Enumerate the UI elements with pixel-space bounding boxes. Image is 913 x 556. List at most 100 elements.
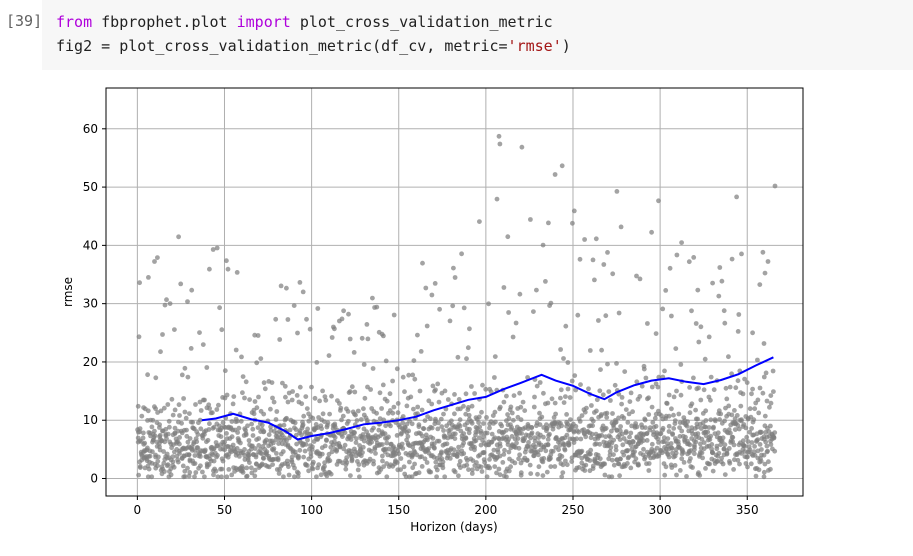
scatter-point <box>329 393 334 399</box>
scatter-point <box>601 262 607 267</box>
scatter-point <box>528 435 534 441</box>
scatter-point <box>348 437 354 442</box>
scatter-point <box>217 305 223 311</box>
scatter-point <box>666 413 672 419</box>
scatter-point <box>626 454 632 460</box>
scatter-point <box>695 287 701 293</box>
scatter-point <box>250 433 256 438</box>
scatter-point <box>245 423 250 429</box>
scatter-point <box>377 390 383 396</box>
scatter-point <box>411 358 417 363</box>
scatter-point <box>276 471 282 476</box>
scatter-point <box>319 451 325 457</box>
scatter-point <box>514 440 519 446</box>
scatter-point <box>634 424 640 430</box>
scatter-point <box>252 399 258 404</box>
scatter-point <box>182 409 188 415</box>
scatter-point <box>469 384 474 389</box>
scatter-point <box>583 462 589 468</box>
scatter-point <box>355 467 361 473</box>
scatter-point <box>373 451 378 456</box>
scatter-point <box>588 447 594 453</box>
scatter-point <box>167 424 172 430</box>
scatter-point <box>590 257 596 263</box>
scatter-point <box>499 423 505 429</box>
plot-frame <box>105 87 804 497</box>
scatter-point <box>430 383 436 389</box>
y-tick-label: 10 <box>83 413 98 427</box>
scatter-point <box>598 413 604 419</box>
scatter-point <box>161 460 167 466</box>
scatter-point <box>679 456 685 462</box>
scatter-point <box>654 445 660 451</box>
scatter-point <box>502 447 507 453</box>
scatter-point <box>412 461 417 467</box>
scatter-point <box>478 430 484 436</box>
scatter-point <box>394 460 400 465</box>
scatter-point <box>702 356 708 362</box>
scatter-point <box>211 472 216 478</box>
scatter-point <box>695 431 701 436</box>
scatter-point <box>625 461 630 466</box>
scatter-point <box>470 458 476 463</box>
scatter-point <box>473 432 478 438</box>
scatter-point <box>705 429 711 435</box>
scatter-point <box>662 368 667 374</box>
scatter-point <box>215 474 221 480</box>
scatter-point <box>679 240 684 246</box>
scatter-point <box>447 456 453 461</box>
scatter-point <box>752 406 758 412</box>
scatter-point <box>176 402 182 408</box>
scatter-point <box>238 440 243 446</box>
scatter-point <box>185 374 191 380</box>
scatter-point <box>476 414 482 420</box>
scatter-point <box>435 381 441 387</box>
scatter-point <box>608 398 613 403</box>
cell-output: 0 50 100 150 200 250 300 350 0 10 20 30 40 50 60 Horiz… <box>42 70 913 552</box>
scatter-point <box>210 410 215 416</box>
scatter-point <box>197 417 203 423</box>
code-editor[interactable]: from fbprophet.plot import plot_cross_va… <box>42 0 913 70</box>
scatter-point <box>452 392 457 397</box>
scatter-point <box>608 434 613 440</box>
scatter-point <box>673 450 679 456</box>
scatter-point <box>391 312 397 318</box>
scatter-point <box>247 460 252 465</box>
scatter-point <box>292 474 297 480</box>
scatter-point <box>388 423 393 429</box>
scatter-point <box>177 451 182 456</box>
scatter-point <box>361 438 367 444</box>
scatter-point <box>553 436 558 442</box>
scatter-point <box>506 449 512 455</box>
scatter-point <box>489 431 495 437</box>
scatter-point <box>445 397 451 402</box>
scatter-point <box>497 472 503 478</box>
scatter-point <box>644 438 650 443</box>
scatter-point <box>198 408 204 413</box>
scatter-point <box>632 449 637 454</box>
scatter-point <box>324 438 329 443</box>
x-tick-label: 150 <box>387 503 410 517</box>
scatter-point <box>346 311 351 317</box>
scatter-point <box>433 459 439 465</box>
scatter-point <box>270 462 275 467</box>
scatter-point <box>296 470 301 476</box>
scatter-point <box>559 163 565 169</box>
scatter-point <box>347 336 353 342</box>
scatter-point <box>703 466 708 471</box>
scatter-point <box>764 443 770 449</box>
scatter-point <box>420 433 425 439</box>
scatter-point <box>576 429 581 435</box>
scatter-point <box>379 406 384 411</box>
scatter-point <box>360 450 365 455</box>
scatter-point <box>360 444 366 450</box>
scatter-point <box>473 438 479 444</box>
scatter-point <box>405 434 411 439</box>
scatter-point <box>510 334 516 340</box>
scatter-point <box>605 250 610 255</box>
scatter-point <box>496 435 501 441</box>
scatter-point <box>177 413 182 418</box>
scatter-point <box>229 419 235 424</box>
scatter-point <box>194 439 200 445</box>
scatter-point <box>137 426 143 431</box>
